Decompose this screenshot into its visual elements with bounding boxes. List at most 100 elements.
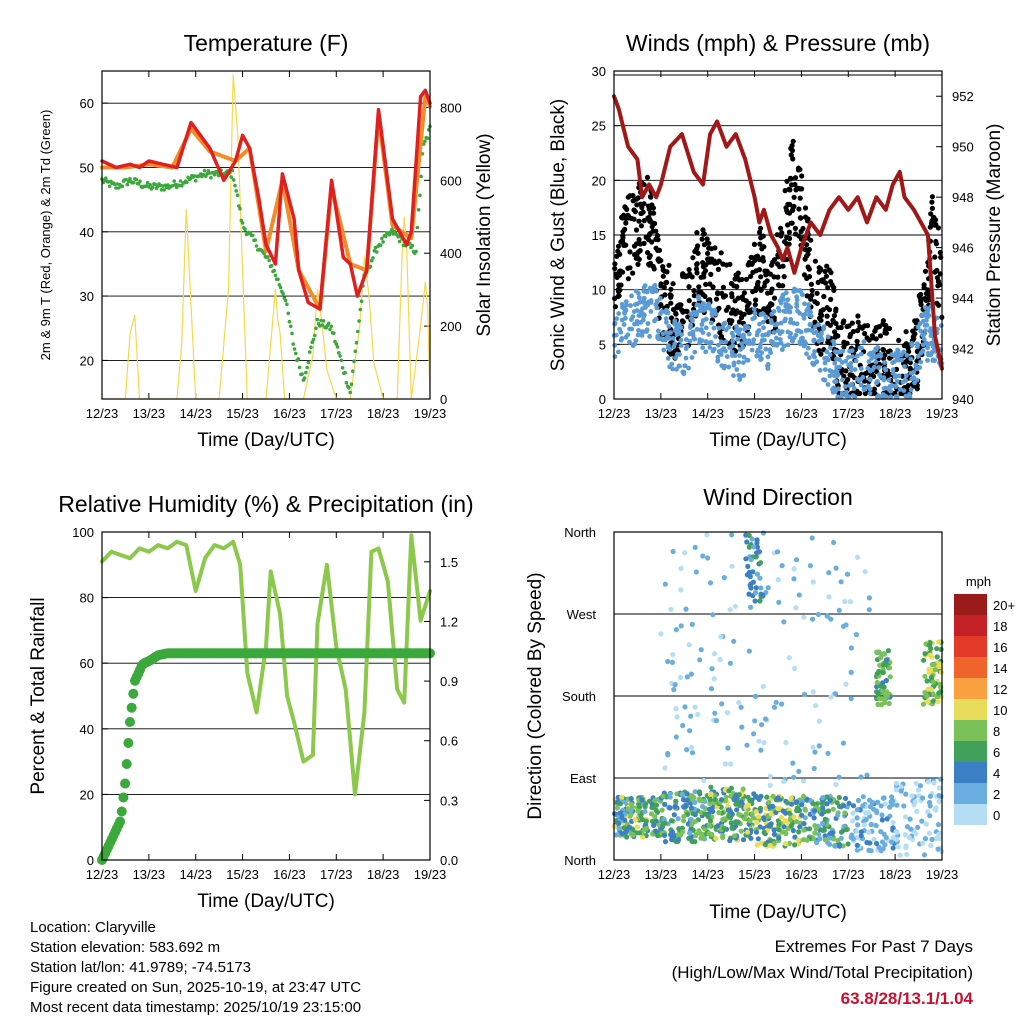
direction-point <box>816 743 822 749</box>
gust-point <box>734 308 740 314</box>
dewpoint-point <box>294 351 298 356</box>
direction-point <box>764 794 770 800</box>
sonic-wind-point <box>803 311 808 317</box>
direction-point <box>751 731 757 737</box>
direction-point <box>750 579 757 585</box>
gust-point <box>881 347 887 353</box>
dewpoint-point <box>300 372 304 376</box>
dewpoint-point <box>306 360 311 365</box>
sonic-wind-point <box>888 394 894 400</box>
gust-point <box>799 173 805 179</box>
gust-point <box>694 230 700 236</box>
sonic-wind-point <box>895 347 900 353</box>
sonic-wind-point <box>926 341 932 347</box>
x-tick-label: 16/23 <box>785 406 818 421</box>
panel-4: Wind DirectionNorthEastSouthWestNorth12/… <box>525 484 1015 923</box>
direction-point <box>791 566 797 572</box>
direction-point <box>689 838 695 845</box>
gust-point <box>641 218 647 224</box>
dewpoint-point <box>390 227 394 231</box>
y-tick-label: 100 <box>72 525 94 540</box>
direction-point <box>745 802 752 808</box>
gust-point <box>857 324 863 330</box>
y-tick-label: 80 <box>80 591 94 606</box>
y-tick-label: West <box>567 607 597 622</box>
direction-point <box>893 780 900 786</box>
direction-point <box>616 820 622 827</box>
gust-point <box>814 300 820 306</box>
gust-point <box>896 337 902 343</box>
gust-point <box>712 245 718 251</box>
sonic-wind-point <box>734 367 740 372</box>
sonic-wind-point <box>612 354 618 359</box>
sonic-wind-point <box>724 354 730 359</box>
direction-point <box>810 744 816 750</box>
direction-point <box>836 794 842 801</box>
gust-point <box>870 335 876 341</box>
sonic-wind-point <box>654 305 660 311</box>
direction-point <box>636 830 643 836</box>
gust-point <box>705 256 711 262</box>
dewpoint-point <box>348 390 353 395</box>
direction-point <box>806 826 813 832</box>
dewpoint-point <box>397 239 402 244</box>
direction-point <box>635 824 641 830</box>
gust-point <box>769 286 775 292</box>
sonic-wind-point <box>703 306 708 312</box>
gust-point <box>757 241 763 247</box>
gust-point <box>633 227 640 233</box>
direction-point <box>642 809 648 815</box>
gust-point <box>831 313 838 319</box>
sonic-wind-point <box>896 352 902 357</box>
gust-point <box>631 216 637 222</box>
direction-point <box>801 821 807 827</box>
direction-point <box>833 781 839 788</box>
direction-point <box>746 544 752 550</box>
direction-point <box>858 774 864 780</box>
direction-point <box>771 827 777 833</box>
y-tick-label: 50 <box>80 160 94 175</box>
gust-point <box>668 300 674 306</box>
direction-point <box>858 829 865 835</box>
x-tick-label: 13/23 <box>645 406 678 421</box>
dewpoint-point <box>305 365 310 370</box>
sonic-wind-point <box>797 310 803 316</box>
direction-point <box>901 803 907 809</box>
sonic-wind-point <box>625 332 631 338</box>
gust-point <box>627 249 633 255</box>
direction-point <box>744 742 750 748</box>
y2-tick-label: 952 <box>952 89 974 104</box>
direction-point <box>752 693 759 700</box>
extremes-subtitle: (High/Low/Max Wind/Total Precipitation) <box>671 963 973 982</box>
direction-point <box>692 544 698 551</box>
direction-point <box>879 817 885 823</box>
legend-label: 8 <box>993 724 1000 739</box>
dewpoint-point <box>267 258 272 263</box>
sonic-wind-point <box>911 375 917 381</box>
sonic-wind-point <box>736 359 742 365</box>
sonic-wind-point <box>678 343 684 348</box>
sonic-wind-point <box>614 316 620 321</box>
sonic-wind-point <box>924 322 930 328</box>
gust-point <box>821 293 827 300</box>
direction-point <box>727 607 733 613</box>
direction-point <box>709 831 715 838</box>
x-tick-label: 12/23 <box>598 406 631 421</box>
x-tick-label: 14/23 <box>179 867 212 882</box>
direction-point <box>790 760 796 766</box>
gust-point <box>790 156 796 162</box>
sonic-wind-point <box>791 335 797 341</box>
sonic-wind-point <box>908 356 914 362</box>
direction-point <box>774 549 781 555</box>
sonic-wind-point <box>752 310 758 316</box>
gust-point <box>757 225 764 231</box>
sonic-wind-point <box>778 300 784 306</box>
x-tick-label: 17/23 <box>320 406 353 421</box>
x-tick-label: 13/23 <box>133 867 166 882</box>
direction-point <box>842 795 849 802</box>
sonic-wind-point <box>721 346 727 351</box>
direction-point <box>930 698 937 704</box>
y-tick-label: South <box>562 689 596 704</box>
direction-point <box>619 815 625 821</box>
direction-point <box>766 799 772 806</box>
